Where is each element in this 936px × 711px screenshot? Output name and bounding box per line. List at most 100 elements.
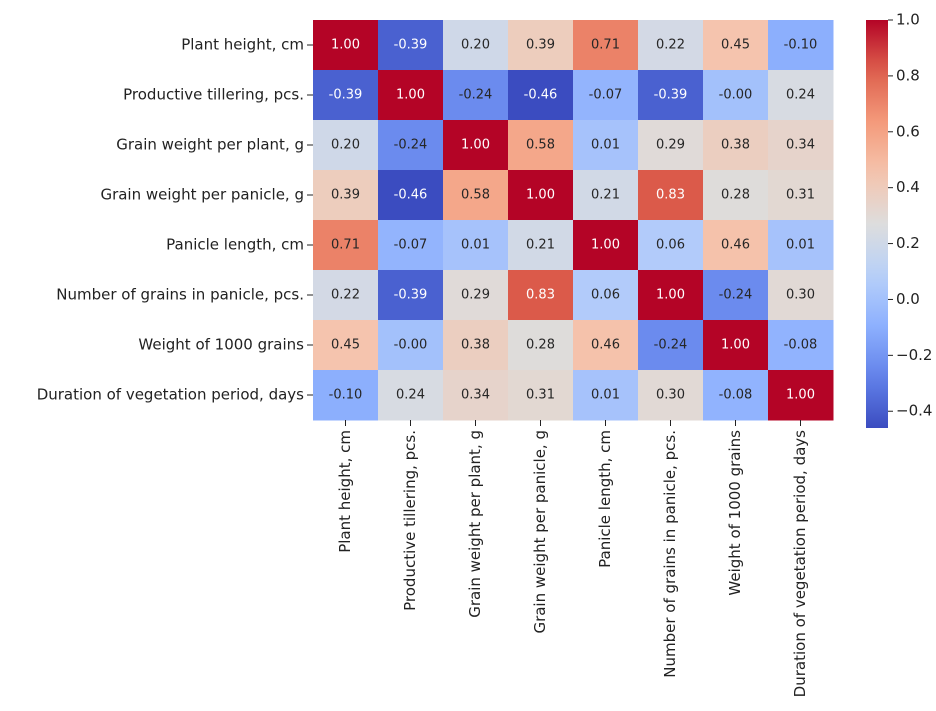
cell-label: 0.39	[526, 38, 555, 53]
colorbar-tick-label: 0.4	[896, 178, 920, 196]
heatmap-cell	[638, 170, 704, 221]
cell-label: -0.24	[654, 338, 688, 353]
y-tick-label: Number of grains in panicle, pcs.	[56, 286, 304, 304]
cell-label: 0.20	[331, 138, 360, 153]
heatmap-cell	[378, 370, 444, 421]
cell-label: 1.00	[396, 88, 425, 103]
cell-label: 0.06	[591, 288, 620, 303]
heatmap-cell	[443, 70, 509, 121]
x-tick-label: Panicle length, cm	[596, 430, 614, 568]
cell-label: 0.45	[721, 38, 750, 53]
cell-label: -0.08	[784, 338, 818, 353]
heatmap-cell	[378, 170, 444, 221]
y-tick-label: Plant height, cm	[181, 36, 304, 54]
cell-label: 1.00	[786, 388, 815, 403]
cell-label: 0.01	[461, 238, 490, 253]
heatmap-cell	[573, 70, 639, 121]
heatmap-cell	[313, 20, 379, 71]
cell-label: 0.38	[721, 138, 750, 153]
heatmap-cell	[638, 220, 704, 271]
colorbar-tick-label: −0.4	[896, 402, 932, 420]
cell-label: -0.39	[329, 88, 363, 103]
heatmap-cell	[378, 220, 444, 271]
heatmap-cell	[443, 320, 509, 371]
cell-label: -0.39	[654, 88, 688, 103]
y-tick-label: Weight of 1000 grains	[138, 336, 304, 354]
cell-label: 0.01	[591, 388, 620, 403]
colorbar-tick-label: 0.6	[896, 122, 920, 140]
cell-label: -0.10	[784, 38, 818, 53]
cell-label: 1.00	[591, 238, 620, 253]
heatmap-cell	[573, 20, 639, 71]
cell-label: 0.22	[331, 288, 360, 303]
heatmap-cell	[508, 170, 574, 221]
cell-label: 1.00	[526, 188, 555, 203]
heatmap-cell	[573, 170, 639, 221]
heatmap-cell	[508, 370, 574, 421]
cell-label: 0.21	[526, 238, 555, 253]
heatmap-cell	[768, 320, 834, 371]
heatmap-cell	[443, 120, 509, 171]
cell-label: 0.01	[591, 138, 620, 153]
heatmap-cell	[573, 370, 639, 421]
heatmap-cell	[768, 120, 834, 171]
cell-label: 0.30	[656, 388, 685, 403]
cell-label: 0.71	[331, 238, 360, 253]
heatmap-cell	[703, 70, 769, 121]
cell-label: 0.01	[786, 238, 815, 253]
heatmap-cell	[638, 320, 704, 371]
x-tick-label: Grain weight per panicle, g	[531, 430, 549, 634]
cell-label: -0.08	[719, 388, 753, 403]
heatmap-cell	[638, 70, 704, 121]
cell-label: 1.00	[656, 288, 685, 303]
cell-label: -0.24	[459, 88, 493, 103]
x-tick-label: Duration of vegetation period, days	[791, 430, 809, 697]
heatmap-cell	[703, 170, 769, 221]
heatmap-cell	[443, 170, 509, 221]
cell-label: 0.58	[526, 138, 555, 153]
heatmap-cell	[573, 270, 639, 321]
cell-label: 0.71	[591, 38, 620, 53]
cell-label: 0.28	[526, 338, 555, 353]
heatmap-cell	[703, 220, 769, 271]
cell-label: -0.39	[394, 38, 428, 53]
cell-label: 0.46	[591, 338, 620, 353]
heatmap-cell	[313, 120, 379, 171]
heatmap-cell	[768, 270, 834, 321]
heatmap-cell	[638, 20, 704, 71]
cell-label: -0.07	[394, 238, 428, 253]
heatmap-cell	[378, 20, 444, 71]
heatmap-cell	[768, 20, 834, 71]
heatmap-cell	[313, 320, 379, 371]
cell-label: 0.06	[656, 238, 685, 253]
heatmap-cell	[313, 220, 379, 271]
heatmap-cell	[703, 370, 769, 421]
cell-label: -0.07	[589, 88, 623, 103]
heatmap-cell	[703, 20, 769, 71]
x-tick-label: Grain weight per plant, g	[466, 430, 484, 618]
heatmap-cell	[768, 170, 834, 221]
cell-label: 0.30	[786, 288, 815, 303]
x-tick-label: Number of grains in panicle, pcs.	[661, 430, 679, 678]
heatmap-cell	[443, 270, 509, 321]
heatmap-cell	[508, 20, 574, 71]
cell-label: 0.29	[656, 138, 685, 153]
y-tick-label: Productive tillering, pcs.	[123, 86, 304, 104]
cell-label: 0.34	[461, 388, 490, 403]
heatmap-cell	[378, 70, 444, 121]
colorbar-tick-label: 0.0	[896, 290, 920, 308]
cell-label: -0.00	[719, 88, 753, 103]
heatmap-cell	[638, 120, 704, 171]
heatmap-cell	[313, 270, 379, 321]
cell-label: 0.28	[721, 188, 750, 203]
cell-label: 0.31	[526, 388, 555, 403]
heatmap-cell	[508, 120, 574, 171]
y-tick-label: Panicle length, cm	[166, 236, 304, 254]
heatmap-cell	[768, 370, 834, 421]
cell-label: 0.24	[786, 88, 815, 103]
heatmap-cell	[703, 320, 769, 371]
y-tick-label: Grain weight per plant, g	[116, 136, 304, 154]
cell-label: 0.34	[786, 138, 815, 153]
cell-label: 0.46	[721, 238, 750, 253]
